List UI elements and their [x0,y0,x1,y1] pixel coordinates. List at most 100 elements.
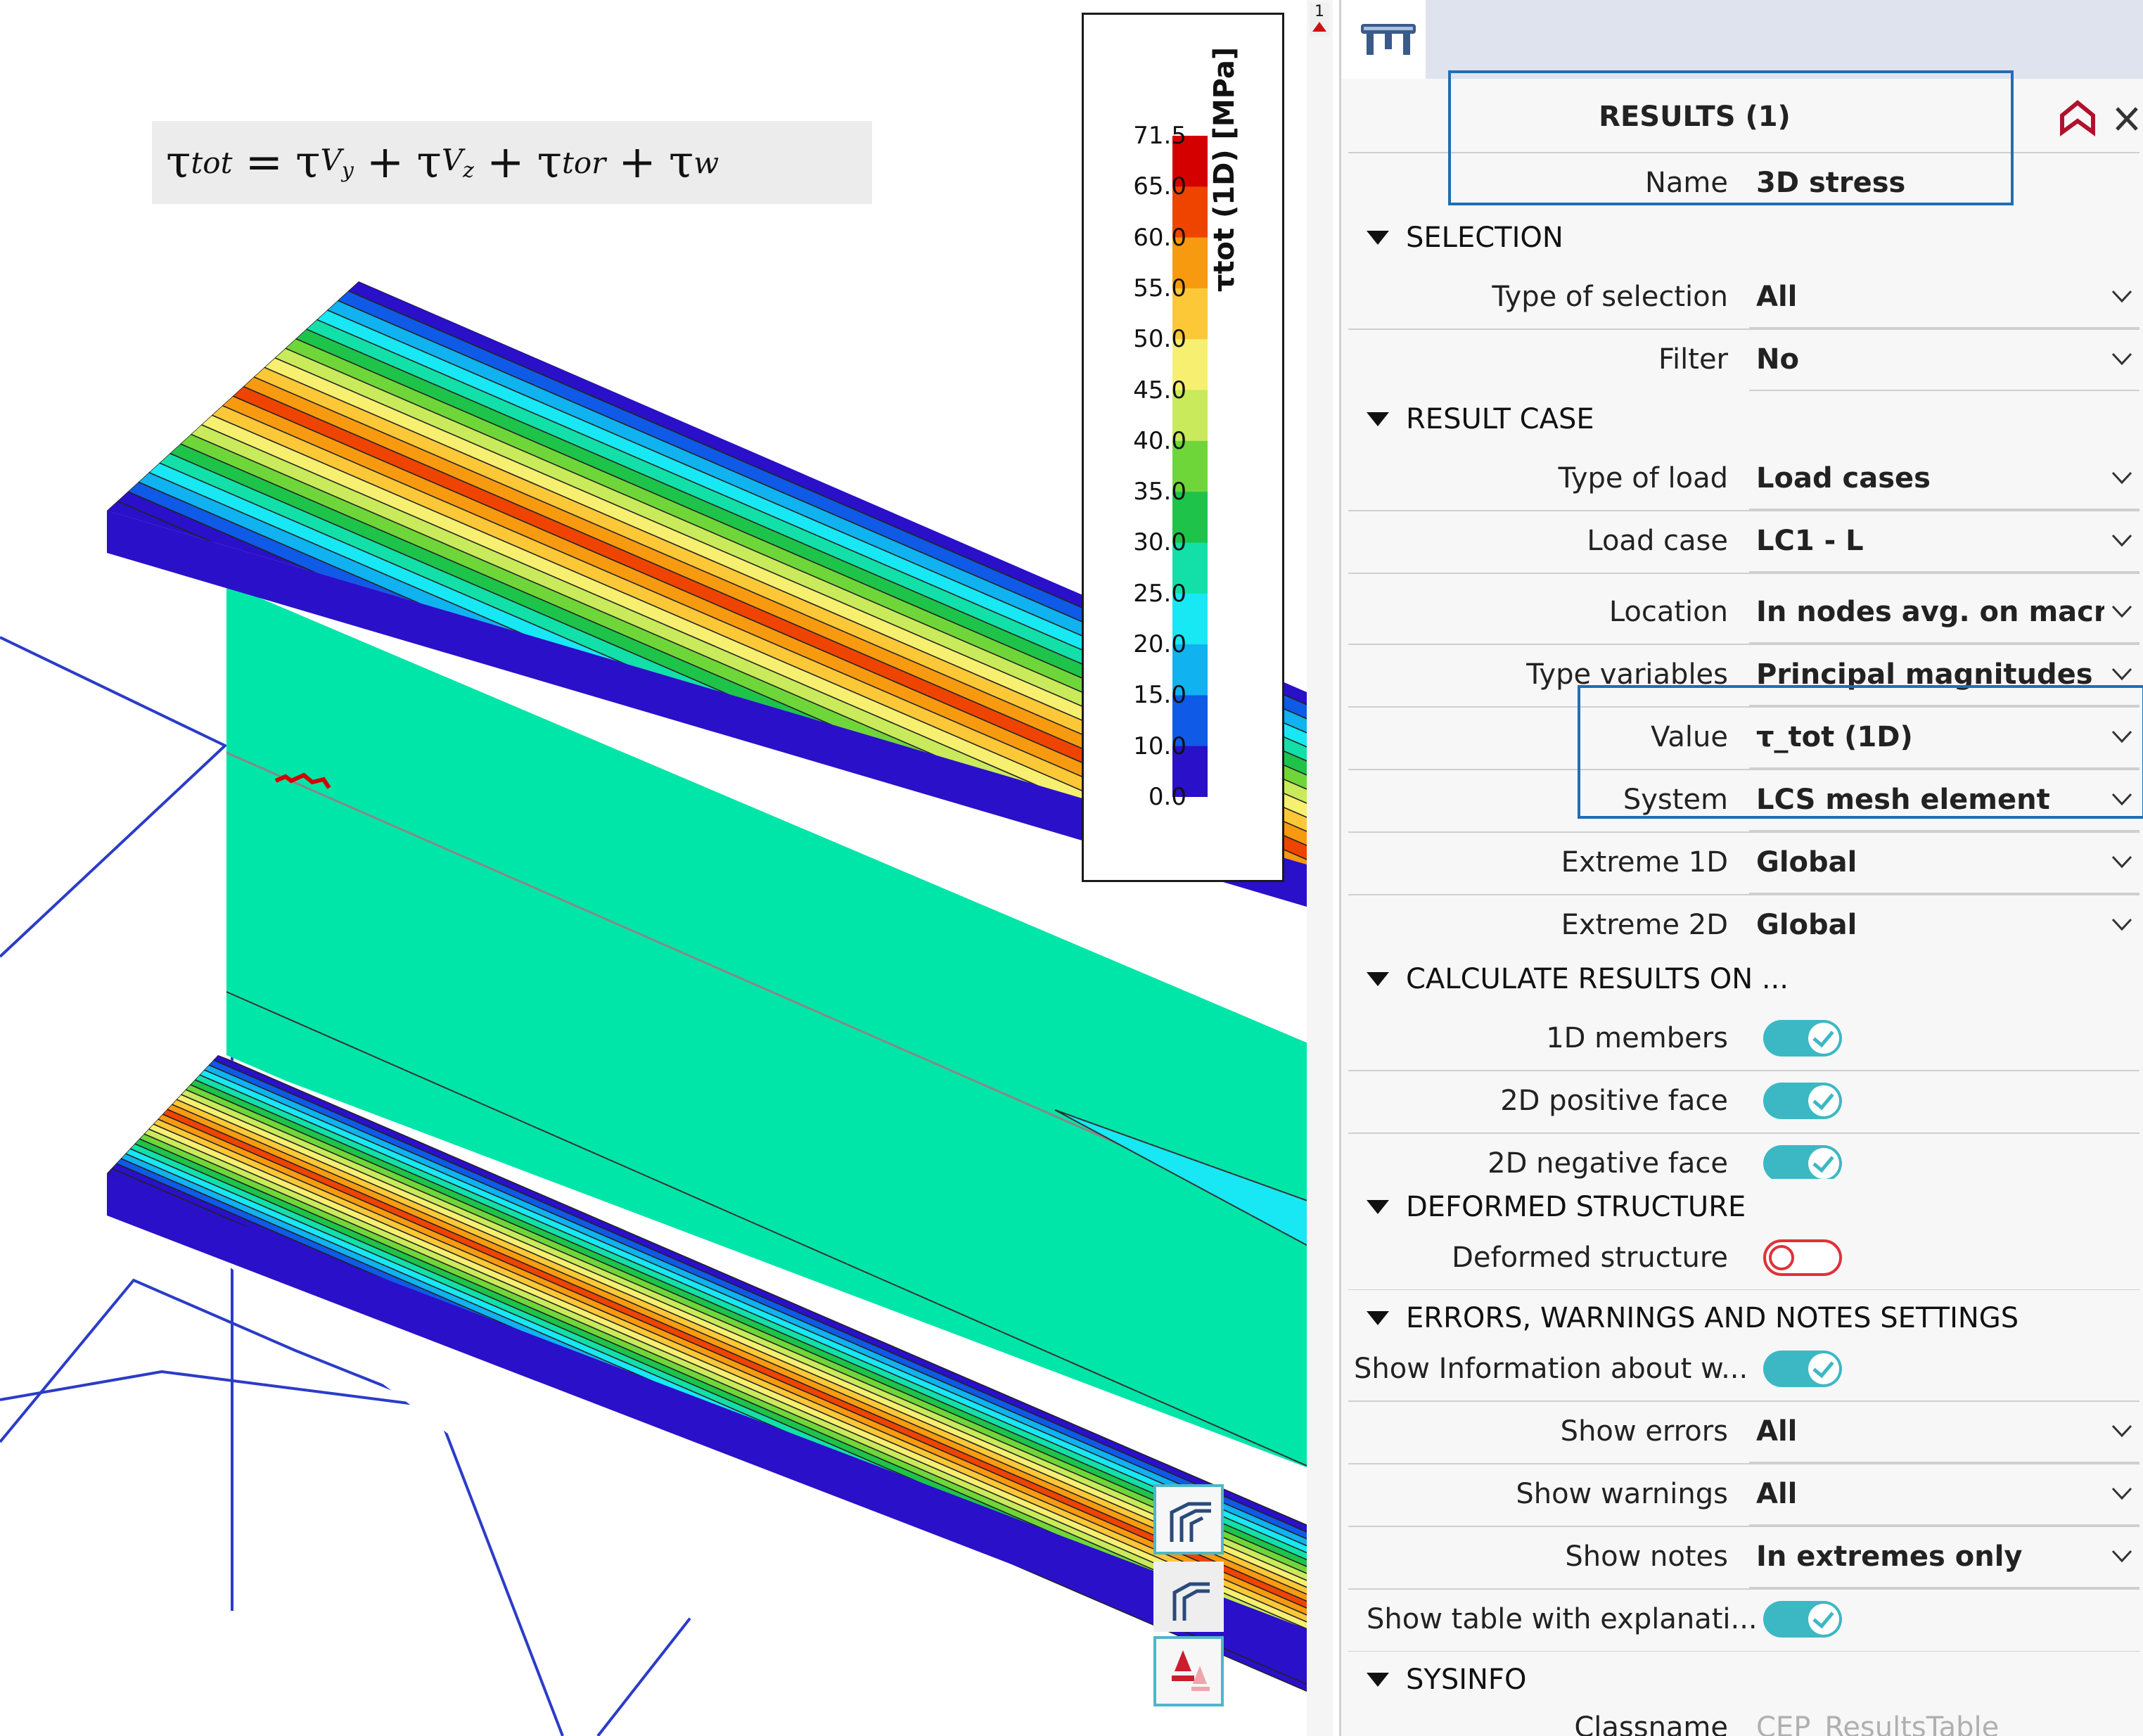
field-label: Location [1608,596,1728,628]
load-icon[interactable] [1153,1636,1224,1706]
chevron-down-icon[interactable] [2110,599,2134,623]
field-label: Deformed structure [1452,1242,1728,1274]
row-show-notes[interactable]: Show notes In extremes only [1348,1526,2139,1590]
row-show-information[interactable]: Show Information about w... [1348,1338,2139,1402]
chevron-down-icon[interactable] [2110,284,2134,308]
row-name[interactable]: Name 3D stress [1348,152,2139,216]
panel-toolbar-band [1426,0,2143,79]
type-of-load-dropdown[interactable]: Load cases [1756,462,1931,494]
section-title: DEFORMED STRUCTURE [1406,1191,1746,1223]
row-show-warnings[interactable]: Show warnings All [1348,1463,2139,1527]
legend-tick-label: 60.0 [1133,223,1186,252]
extreme-1d-dropdown[interactable]: Global [1756,846,1857,879]
chevron-down-icon[interactable] [2110,912,2134,936]
row-show-table[interactable]: Show table with explanati... [1348,1588,2139,1652]
section-selection[interactable]: SELECTION [1348,210,2139,266]
extreme-2d-dropdown[interactable]: Global [1756,909,1857,941]
value-dropdown[interactable]: τ_tot (1D) [1756,721,1913,753]
collapse-icon[interactable] [1367,1200,1389,1214]
legend-color-bar [1172,136,1208,797]
collapse-icon[interactable] [1367,231,1389,245]
chevron-down-icon[interactable] [2110,466,2134,490]
collapse-icon[interactable] [1367,1311,1389,1325]
section-deformed-structure[interactable]: DEFORMED STRUCTURE [1348,1179,2139,1235]
member-view-icon[interactable] [1153,1484,1224,1555]
2d-negative-face-toggle[interactable] [1763,1145,1842,1182]
structure-icon[interactable] [1357,14,1420,65]
legend-swatch [1172,695,1208,747]
color-legend: 71.5 65.0 60.0 55.0 50.0 45.0 40.0 35.0 30.0 25.0… [1082,13,1284,882]
1d-members-toggle[interactable] [1763,1020,1842,1057]
chevron-down-icon[interactable] [2110,787,2134,811]
collapse-icon[interactable] [1367,1673,1389,1687]
legend-tick-label: 20.0 [1133,630,1186,659]
legend-tick-label: 30.0 [1133,528,1186,557]
panel-header-title: RESULTS (1) [1599,101,1791,133]
name-value[interactable]: 3D stress [1756,167,1906,199]
show-table-toggle[interactable] [1763,1601,1842,1638]
viewport-scrollbar[interactable] [1307,0,1333,1736]
row-type-of-load[interactable]: Type of load Load cases [1348,447,2139,511]
2d-positive-face-toggle[interactable] [1763,1083,1842,1119]
row-load-case[interactable]: Load case LC1 - L [1348,510,2139,574]
row-extreme-2d[interactable]: Extreme 2D Global [1348,894,2139,958]
legend-tick-label: 0.0 [1148,783,1186,811]
row-1d-members[interactable]: 1D members [1348,1007,2139,1071]
section-title: CALCULATE RESULTS ON ... [1406,963,1789,995]
close-icon[interactable] [2109,100,2139,138]
row-type-of-selection[interactable]: Type of selection All [1348,266,2139,330]
legend-swatch [1172,440,1208,492]
chevron-down-icon[interactable] [2110,662,2134,686]
row-value[interactable]: Value τ_tot (1D) [1348,706,2139,770]
type-of-selection-dropdown[interactable]: All [1756,281,1798,313]
show-errors-dropdown[interactable]: All [1756,1415,1798,1448]
row-filter[interactable]: Filter No [1348,328,2139,392]
chevron-down-icon[interactable] [2110,1544,2134,1568]
legend-tick-label: 40.0 [1133,426,1186,455]
chevron-down-icon[interactable] [2110,850,2134,874]
collapse-icon[interactable] [1367,972,1389,986]
chevron-down-icon[interactable] [2110,725,2134,748]
row-system[interactable]: System LCS mesh element [1348,769,2139,833]
legend-swatch [1172,593,1208,645]
row-deformed-structure[interactable]: Deformed structure [1348,1227,2139,1291]
section-calculate-results[interactable]: CALCULATE RESULTS ON ... [1348,951,2139,1007]
chevron-down-icon[interactable] [2110,347,2134,371]
show-warnings-dropdown[interactable]: All [1756,1478,1798,1510]
system-dropdown[interactable]: LCS mesh element [1756,784,2050,816]
chevron-down-icon[interactable] [2110,528,2134,552]
type-variables-dropdown[interactable]: Principal magnitudes [1756,658,2093,691]
panel-header: RESULTS (1) [1348,82,2139,153]
chevron-down-icon[interactable] [2110,1419,2134,1443]
section-errors-warnings[interactable]: ERRORS, WARNINGS AND NOTES SETTINGS [1348,1290,2139,1346]
axis-marker-icon[interactable]: 1 [1310,3,1329,37]
row-classname: Classname CEP_ResultsTable [1348,1697,2139,1736]
field-label: Extreme 1D [1561,846,1728,879]
row-show-errors[interactable]: Show errors All [1348,1400,2139,1464]
section-title: RESULT CASE [1406,403,1594,435]
row-2d-positive-face[interactable]: 2D positive face [1348,1070,2139,1134]
legend-swatch [1172,136,1208,187]
show-information-toggle[interactable] [1763,1351,1842,1387]
collapse-icon[interactable] [1367,412,1389,426]
legend-swatch [1172,644,1208,696]
show-notes-dropdown[interactable]: In extremes only [1756,1540,2023,1573]
row-2d-negative-face[interactable]: 2D negative face [1348,1132,2139,1196]
legend-swatch [1172,288,1208,340]
deformed-structure-toggle[interactable] [1763,1239,1842,1276]
section-result-case[interactable]: RESULT CASE [1348,391,2139,447]
row-location[interactable]: Location In nodes avg. on macro [1348,581,2139,645]
chevron-down-icon[interactable] [2110,1481,2134,1505]
load-case-dropdown[interactable]: LC1 - L [1756,525,1864,557]
member-view-alt-icon[interactable] [1153,1562,1224,1632]
panel-toolbar [1341,0,2143,79]
location-dropdown[interactable]: In nodes avg. on macro [1756,596,2104,628]
filter-dropdown[interactable]: No [1756,343,1799,376]
field-label: Show warnings [1516,1478,1728,1510]
row-type-variables[interactable]: Type variables Principal magnitudes [1348,644,2139,708]
section-sysinfo[interactable]: SYSINFO [1348,1652,2139,1708]
row-extreme-1d[interactable]: Extreme 1D Global [1348,831,2139,895]
pin-icon[interactable] [2056,97,2099,139]
